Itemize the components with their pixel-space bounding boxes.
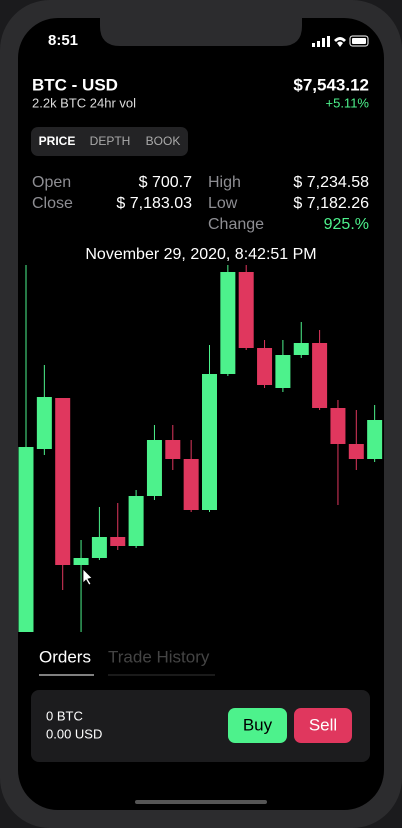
screen bbox=[18, 18, 384, 810]
stat-value: $ 700.7 bbox=[139, 174, 192, 191]
tab-bar bbox=[31, 127, 188, 156]
candle-body bbox=[220, 272, 236, 374]
tab[interactable]: DEPTH bbox=[90, 134, 131, 148]
candle-body bbox=[330, 408, 346, 444]
timestamp: November 29, 2020, 8:42:51 PM bbox=[85, 246, 316, 263]
balance-btc: 0 BTC bbox=[46, 708, 83, 723]
candle-body bbox=[312, 343, 328, 408]
buy-label[interactable]: Buy bbox=[243, 715, 273, 734]
stat-label: High bbox=[208, 174, 241, 191]
buy-button[interactable] bbox=[228, 708, 287, 743]
cursor bbox=[82, 568, 93, 586]
candle-body bbox=[257, 348, 273, 385]
stat-value: 925.% bbox=[324, 216, 369, 233]
stat-label: Change bbox=[208, 216, 264, 233]
candle-body bbox=[55, 398, 71, 565]
stat-value: $ 7,182.26 bbox=[293, 195, 369, 212]
tab[interactable]: BOOK bbox=[146, 134, 181, 148]
stat-value: $ 7,183.03 bbox=[116, 195, 192, 212]
candle-body bbox=[146, 440, 162, 496]
stat-value: $ 7,234.58 bbox=[293, 174, 369, 191]
candle-body bbox=[18, 447, 34, 632]
change: +5.11% bbox=[326, 95, 370, 110]
candle-body bbox=[275, 355, 291, 388]
candle-body bbox=[91, 537, 107, 558]
candle-body bbox=[36, 397, 52, 449]
stat-label: Low bbox=[208, 195, 238, 212]
order-tab[interactable]: Orders bbox=[39, 647, 91, 666]
candlestick-chart bbox=[18, 265, 383, 632]
balance-usd: 0.00 USD bbox=[46, 726, 102, 741]
candle-body bbox=[348, 444, 364, 459]
candle-body bbox=[367, 420, 383, 459]
candle-body bbox=[238, 272, 254, 348]
volume: 2.2k BTC 24hr vol bbox=[32, 95, 136, 110]
notch bbox=[100, 18, 302, 46]
pair: BTC - USD bbox=[32, 75, 118, 94]
sell-label[interactable]: Sell bbox=[309, 715, 337, 734]
candle-body bbox=[183, 459, 199, 510]
stat-label: Close bbox=[32, 195, 73, 212]
candle-body bbox=[165, 440, 181, 459]
order-panel bbox=[31, 690, 370, 762]
order-tab[interactable]: Trade History bbox=[108, 647, 210, 666]
stat-label: Open bbox=[32, 174, 71, 191]
candle-body bbox=[202, 374, 217, 510]
sell-button[interactable] bbox=[294, 708, 352, 743]
tab[interactable]: PRICE bbox=[39, 134, 76, 148]
candle-body bbox=[293, 343, 309, 355]
candle-body bbox=[73, 558, 89, 565]
status-icons bbox=[312, 35, 369, 47]
candle-body bbox=[128, 496, 144, 546]
home-indicator bbox=[135, 800, 267, 804]
price: $7,543.12 bbox=[293, 75, 369, 94]
candle-body bbox=[110, 537, 126, 546]
status-time: 8:51 bbox=[48, 32, 78, 49]
